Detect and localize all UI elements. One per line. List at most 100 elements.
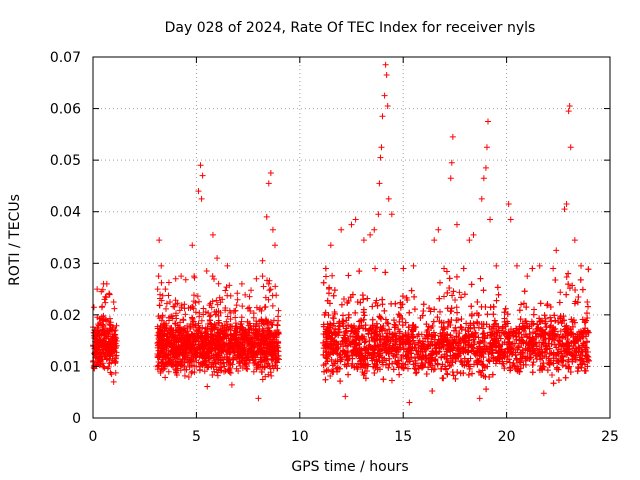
data-point xyxy=(189,315,196,322)
data-point xyxy=(212,311,219,318)
data-point xyxy=(156,331,163,338)
data-point xyxy=(159,292,166,299)
data-point xyxy=(165,368,172,375)
data-point xyxy=(227,369,234,376)
data-point xyxy=(93,355,100,362)
data-point xyxy=(271,344,278,351)
data-point xyxy=(227,292,234,299)
data-point xyxy=(101,296,108,303)
data-point xyxy=(394,357,401,364)
data-point xyxy=(214,369,221,376)
data-point xyxy=(262,373,269,380)
data-point xyxy=(265,280,272,287)
data-point xyxy=(483,386,490,393)
data-point xyxy=(244,366,251,373)
data-point xyxy=(234,296,241,303)
data-point xyxy=(169,350,176,357)
data-point xyxy=(173,310,180,317)
data-point xyxy=(103,280,110,287)
data-point xyxy=(208,363,215,370)
data-point xyxy=(551,341,558,348)
data-point xyxy=(562,374,569,381)
data-point xyxy=(221,363,228,370)
data-point xyxy=(275,317,282,324)
data-point xyxy=(102,349,109,356)
data-point xyxy=(262,335,269,342)
data-point xyxy=(266,287,273,294)
data-point xyxy=(493,297,500,304)
data-point xyxy=(465,371,472,378)
data-point xyxy=(246,293,253,300)
data-point xyxy=(267,286,274,293)
data-point xyxy=(246,339,253,346)
data-point xyxy=(262,294,269,301)
data-point xyxy=(182,311,189,318)
data-point xyxy=(112,369,119,376)
data-point xyxy=(443,268,450,275)
data-point xyxy=(207,344,214,351)
data-point xyxy=(211,352,218,359)
data-point xyxy=(214,326,221,333)
data-point xyxy=(484,311,491,318)
data-point xyxy=(557,289,564,296)
data-point xyxy=(226,366,233,373)
data-point xyxy=(101,316,108,323)
data-point xyxy=(384,319,391,326)
data-point xyxy=(243,355,250,362)
data-point xyxy=(180,316,187,323)
data-point xyxy=(400,265,407,272)
data-point xyxy=(163,300,170,307)
data-point xyxy=(462,338,469,345)
data-point xyxy=(156,302,163,309)
data-point xyxy=(156,354,163,361)
data-point xyxy=(209,371,216,378)
data-point xyxy=(231,333,238,340)
data-point xyxy=(379,301,386,308)
data-point xyxy=(502,305,509,312)
data-point xyxy=(223,335,230,342)
data-point xyxy=(241,360,248,367)
data-point xyxy=(155,335,162,342)
data-point xyxy=(208,321,215,328)
data-point xyxy=(247,347,254,354)
data-point xyxy=(172,369,179,376)
data-point xyxy=(193,346,200,353)
data-point xyxy=(161,362,168,369)
data-point xyxy=(406,309,413,316)
data-point xyxy=(214,372,221,379)
data-point xyxy=(165,351,172,358)
data-point xyxy=(170,341,177,348)
data-point xyxy=(96,319,103,326)
data-point xyxy=(155,273,162,280)
data-point xyxy=(200,311,207,318)
data-point xyxy=(215,349,222,356)
data-point xyxy=(228,343,235,350)
data-point xyxy=(214,301,221,308)
data-point xyxy=(237,362,244,369)
data-point xyxy=(227,348,234,355)
data-point xyxy=(226,282,233,289)
data-point xyxy=(259,273,266,280)
data-point xyxy=(192,309,199,316)
data-point xyxy=(107,343,114,350)
data-point xyxy=(178,342,185,349)
data-point xyxy=(194,293,201,300)
data-point xyxy=(252,350,259,357)
data-point xyxy=(212,356,219,363)
data-point xyxy=(249,335,256,342)
data-point xyxy=(265,371,272,378)
data-point xyxy=(529,369,536,376)
data-point xyxy=(269,302,276,309)
data-point xyxy=(361,312,368,319)
data-point xyxy=(206,359,213,366)
data-point xyxy=(256,325,263,332)
data-point xyxy=(202,308,209,315)
data-point xyxy=(518,301,525,308)
data-point xyxy=(193,363,200,370)
data-point xyxy=(188,314,195,321)
data-point xyxy=(113,322,120,329)
data-point xyxy=(109,324,116,331)
data-point xyxy=(203,350,210,357)
data-point xyxy=(260,283,267,290)
data-point xyxy=(225,366,232,373)
